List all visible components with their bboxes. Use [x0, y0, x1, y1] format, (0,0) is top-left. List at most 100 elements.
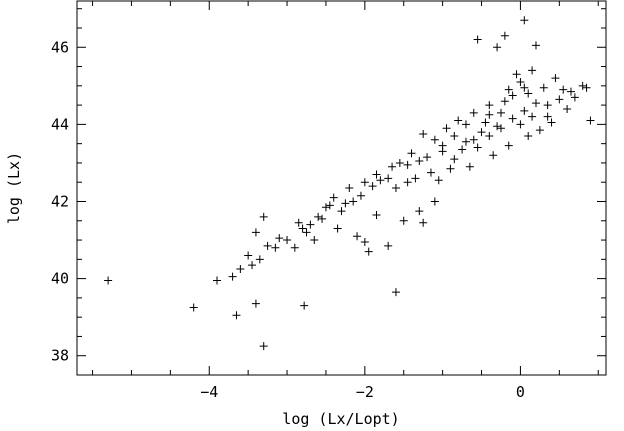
data-point	[364, 247, 373, 256]
data-point	[473, 143, 482, 152]
data-point	[438, 141, 447, 150]
data-point	[360, 237, 369, 246]
data-point	[500, 31, 509, 40]
data-point	[213, 276, 222, 285]
data-point	[493, 43, 502, 52]
data-point	[349, 197, 358, 206]
data-point	[508, 114, 517, 123]
data-point	[512, 70, 521, 79]
data-point	[551, 74, 560, 83]
data-point	[489, 151, 498, 160]
data-point	[508, 91, 517, 100]
data-point	[461, 137, 470, 146]
data-point	[458, 145, 467, 154]
data-point	[473, 35, 482, 44]
data-point	[570, 93, 579, 102]
data-point	[415, 157, 424, 166]
data-point	[481, 118, 490, 127]
data-points	[104, 16, 595, 351]
data-point	[586, 116, 595, 125]
data-point	[345, 184, 354, 192]
data-point	[411, 174, 420, 183]
data-point	[310, 236, 319, 245]
data-point	[251, 228, 260, 237]
data-point	[325, 201, 334, 210]
data-point	[461, 120, 470, 129]
y-tick-label: 44	[51, 115, 69, 133]
data-point	[384, 174, 393, 183]
y-axis: 38 40 42 44 46	[51, 8, 606, 376]
data-point	[403, 160, 412, 169]
data-point	[563, 104, 572, 113]
data-point	[559, 85, 568, 94]
data-point	[465, 162, 474, 171]
data-point	[318, 214, 327, 223]
data-point	[469, 108, 478, 117]
data-point	[469, 135, 478, 144]
x-tick-label: 0	[516, 383, 525, 401]
data-point	[391, 288, 400, 297]
data-point	[290, 243, 299, 252]
data-point	[321, 203, 330, 212]
data-point	[251, 299, 260, 308]
data-point	[496, 124, 505, 133]
data-point	[399, 216, 408, 225]
y-tick-label: 46	[51, 38, 69, 56]
data-point	[271, 243, 280, 252]
data-point	[300, 301, 309, 310]
data-point	[391, 184, 400, 192]
data-point	[236, 264, 245, 273]
data-point	[547, 118, 556, 127]
data-point	[524, 131, 533, 140]
data-point	[582, 83, 591, 92]
data-point	[395, 158, 404, 167]
data-point	[516, 120, 525, 129]
data-point	[520, 16, 529, 25]
data-point	[283, 236, 292, 245]
data-point	[485, 101, 494, 110]
y-tick-label: 42	[51, 192, 69, 210]
x-axis-label: log (Lx/Lopt)	[282, 410, 399, 428]
data-point	[446, 164, 455, 173]
data-point	[485, 131, 494, 140]
data-point	[372, 210, 381, 219]
data-point	[528, 66, 537, 75]
data-point	[302, 228, 311, 237]
data-point	[259, 342, 268, 351]
data-point	[450, 131, 459, 140]
data-point	[516, 77, 525, 86]
data-point	[430, 135, 439, 144]
data-point	[104, 276, 113, 285]
data-point	[232, 311, 241, 320]
data-point	[368, 182, 377, 191]
x-tick-label: −2	[356, 383, 374, 401]
x-axis: −4 −2 0	[92, 1, 599, 401]
data-point	[384, 241, 393, 250]
data-point	[543, 112, 552, 121]
data-point	[442, 124, 451, 133]
data-point	[531, 41, 540, 50]
data-point	[244, 251, 253, 260]
x-tick-label: −4	[200, 383, 218, 401]
data-point	[329, 193, 338, 202]
data-point	[356, 191, 365, 200]
data-point	[415, 207, 424, 216]
data-point	[539, 83, 548, 92]
y-tick-label: 40	[51, 270, 69, 288]
data-point	[275, 234, 284, 243]
data-point	[189, 303, 198, 312]
data-point	[528, 112, 537, 121]
data-point	[520, 83, 529, 92]
data-point	[531, 99, 540, 108]
data-point	[388, 162, 397, 171]
data-point	[500, 97, 509, 106]
data-point	[555, 95, 564, 104]
data-point	[403, 178, 412, 187]
data-point	[255, 255, 264, 264]
data-point	[353, 232, 362, 241]
data-point	[360, 178, 369, 187]
y-axis-label: log (Lx)	[5, 152, 23, 224]
data-point	[294, 218, 303, 227]
data-point	[504, 141, 513, 150]
data-point	[450, 155, 459, 164]
